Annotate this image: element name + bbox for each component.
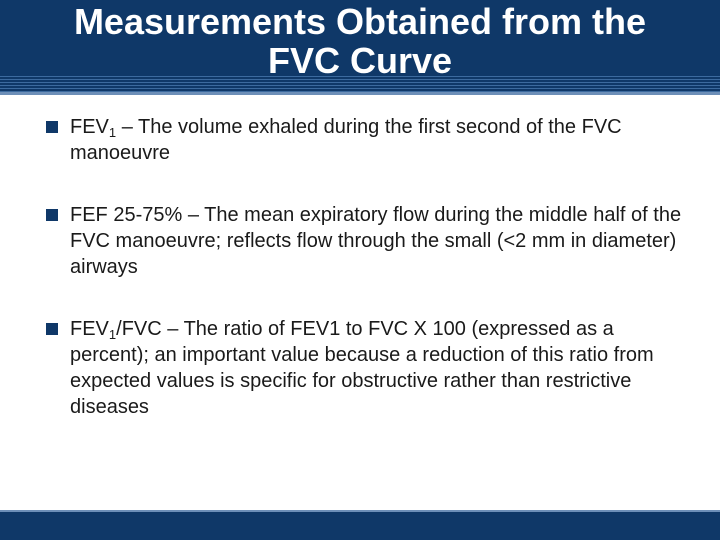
bullet-item-fef: FEF 25-75% – The mean expiratory flow du… (44, 202, 684, 280)
footer-bar (0, 512, 720, 540)
bullet-text-prefix: FEV (70, 116, 109, 138)
square-bullet-icon (46, 323, 58, 335)
bullet-list: FEV1 – The volume exhaled during the fir… (44, 114, 684, 456)
square-bullet-icon (46, 121, 58, 133)
footer-divider (0, 510, 720, 512)
bullet-item-fev1: FEV1 – The volume exhaled during the fir… (44, 114, 684, 166)
title-bar: Measurements Obtained from the FVC Curve (0, 0, 720, 92)
title-divider (0, 92, 720, 95)
bullet-text-prefix: FEV (70, 318, 109, 340)
slide-title: Measurements Obtained from the FVC Curve (0, 0, 720, 80)
bullet-text: – The volume exhaled during the first se… (70, 116, 622, 164)
bullet-text: FEF 25-75% – The mean expiratory flow du… (70, 204, 682, 278)
subscript: 1 (108, 125, 117, 140)
subscript: 1 (108, 327, 117, 342)
bullet-item-fev1-fvc: FEV1/FVC – The ratio of FEV1 to FVC X 10… (44, 316, 684, 420)
title-bar-stripes (0, 74, 720, 92)
square-bullet-icon (46, 209, 58, 221)
slide-title-line-1: Measurements Obtained from the (73, 1, 647, 42)
bullet-text: /FVC – The ratio of FEV1 to FVC X 100 (e… (70, 318, 654, 418)
slide-title-line-2: FVC Curve (267, 40, 453, 81)
